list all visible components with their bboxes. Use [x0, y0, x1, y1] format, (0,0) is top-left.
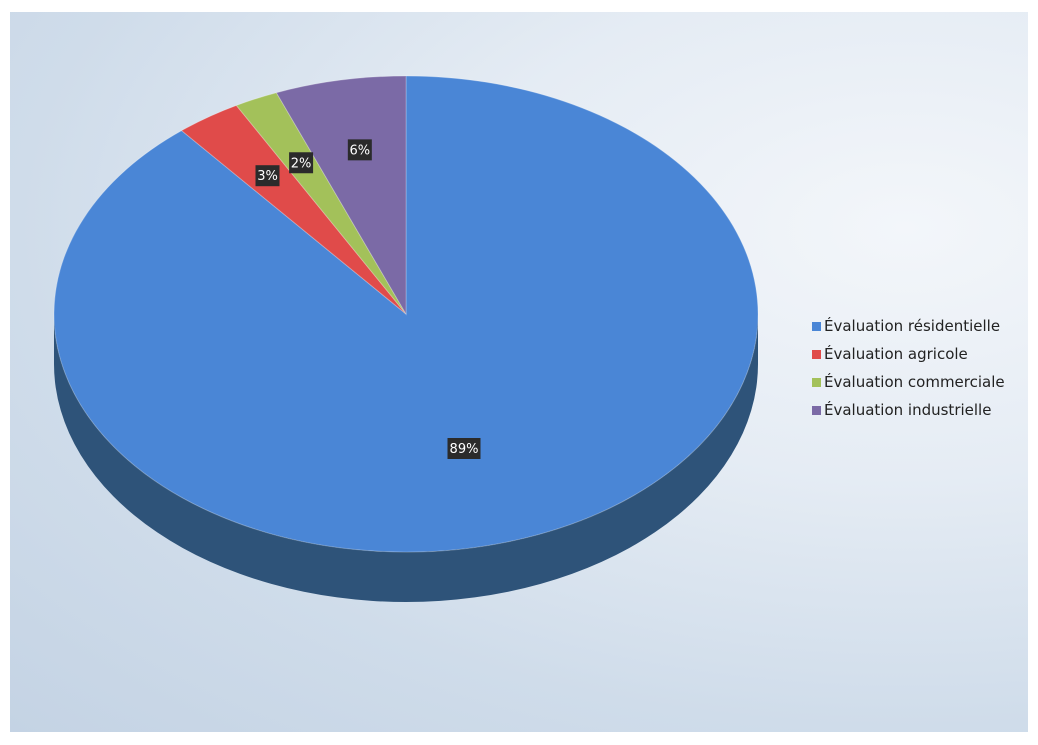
legend-swatch-industrial: [812, 405, 821, 415]
legend-swatch-commercial: [812, 377, 821, 387]
pie-side: [54, 314, 758, 602]
pie-slice-residential: [53, 75, 759, 553]
pie-side-residential: [54, 314, 758, 602]
legend-label-commercial: Évaluation commerciale: [824, 373, 1005, 391]
data-label-text-residential: 89%: [450, 442, 479, 457]
legend-label-industrial: Évaluation industrielle: [824, 401, 992, 419]
legend-swatch-residential: [812, 321, 821, 331]
legend-item-residential: Évaluation résidentielle: [812, 312, 1030, 340]
legend-item-agricultural: Évaluation agricole: [812, 340, 1030, 368]
legend-item-industrial: Évaluation industrielle: [812, 396, 1030, 424]
data-label-text-agricultural: 3%: [257, 169, 278, 184]
data-label-text-industrial: 6%: [350, 143, 371, 158]
pie-slice-commercial: [235, 92, 407, 315]
pie-top: [53, 75, 759, 553]
legend-item-commercial: Évaluation commerciale: [812, 368, 1030, 396]
data-label-commercial: 2%: [289, 152, 314, 174]
legend: Évaluation résidentielle Évaluation agri…: [812, 312, 1030, 424]
pie-slice-industrial: [275, 75, 407, 316]
data-label-bg-agricultural: [255, 165, 280, 187]
data-label-bg-residential: [447, 438, 481, 459]
data-label-industrial: 6%: [347, 139, 372, 161]
data-label-bg-commercial: [289, 152, 314, 174]
data-label-bg-industrial: [347, 139, 372, 161]
legend-swatch-agricultural: [812, 349, 821, 359]
data-labels: 89% 3% 2% 6%: [255, 139, 481, 459]
chart-area: 89% 3% 2% 6% Évaluation résidentielle Évalu…: [10, 12, 1028, 732]
data-label-residential: 89%: [447, 438, 481, 459]
legend-label-residential: Évaluation résidentielle: [824, 317, 1001, 335]
data-label-agricultural: 3%: [255, 165, 280, 187]
pie-chart: 89% 3% 2% 6%: [53, 75, 759, 602]
legend-label-agricultural: Évaluation agricole: [824, 345, 968, 363]
data-label-text-commercial: 2%: [291, 156, 312, 171]
pie-slice-agricultural: [180, 104, 407, 315]
